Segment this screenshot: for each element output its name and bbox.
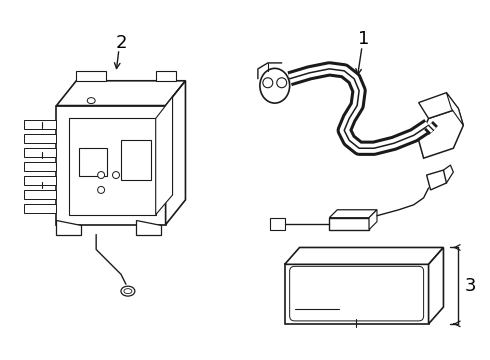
Ellipse shape bbox=[260, 68, 290, 103]
Polygon shape bbox=[24, 176, 56, 185]
Ellipse shape bbox=[113, 172, 120, 179]
Ellipse shape bbox=[121, 286, 135, 296]
Polygon shape bbox=[329, 218, 369, 230]
Polygon shape bbox=[136, 220, 161, 235]
Bar bbox=[121, 140, 151, 180]
Polygon shape bbox=[24, 134, 56, 143]
Polygon shape bbox=[446, 93, 464, 125]
FancyBboxPatch shape bbox=[290, 266, 424, 321]
Polygon shape bbox=[24, 148, 56, 157]
Polygon shape bbox=[56, 81, 185, 105]
Ellipse shape bbox=[98, 186, 104, 193]
Polygon shape bbox=[24, 162, 56, 171]
Polygon shape bbox=[24, 190, 56, 199]
Polygon shape bbox=[24, 204, 56, 213]
Ellipse shape bbox=[124, 289, 132, 294]
Polygon shape bbox=[285, 264, 429, 324]
Polygon shape bbox=[418, 93, 458, 118]
Text: 1: 1 bbox=[358, 30, 370, 48]
Polygon shape bbox=[285, 247, 443, 264]
Bar bbox=[79, 148, 107, 176]
Bar bbox=[270, 218, 285, 230]
Ellipse shape bbox=[277, 78, 287, 88]
Ellipse shape bbox=[98, 172, 104, 179]
Polygon shape bbox=[56, 220, 81, 235]
Polygon shape bbox=[56, 105, 166, 225]
Polygon shape bbox=[427, 170, 446, 190]
Polygon shape bbox=[70, 118, 156, 215]
Text: 2: 2 bbox=[115, 34, 127, 52]
Polygon shape bbox=[429, 247, 443, 324]
Polygon shape bbox=[329, 210, 377, 218]
Polygon shape bbox=[156, 71, 175, 81]
Polygon shape bbox=[156, 96, 172, 215]
Polygon shape bbox=[24, 121, 56, 129]
Polygon shape bbox=[76, 71, 106, 81]
Ellipse shape bbox=[263, 78, 273, 88]
Polygon shape bbox=[166, 81, 185, 225]
Polygon shape bbox=[369, 210, 377, 230]
Ellipse shape bbox=[87, 98, 95, 104]
Text: 3: 3 bbox=[465, 277, 476, 295]
Polygon shape bbox=[418, 109, 464, 158]
